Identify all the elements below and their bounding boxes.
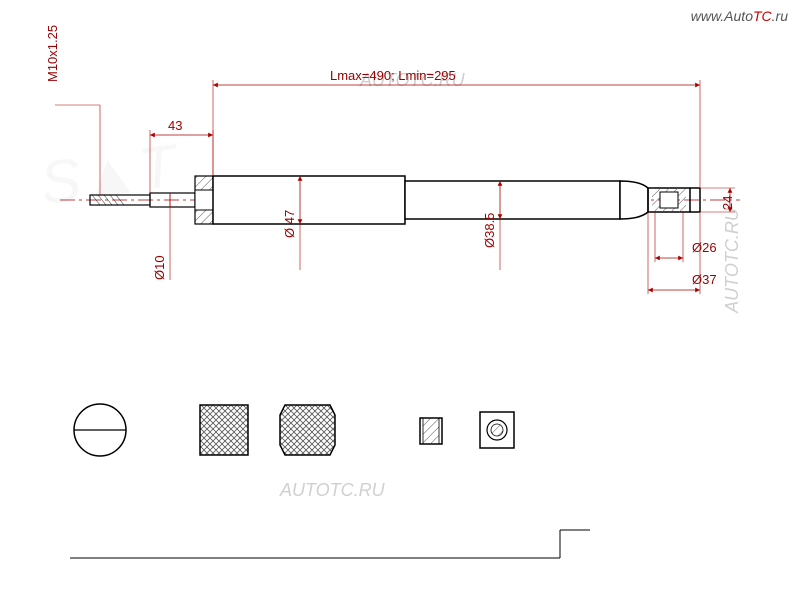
nut-large — [480, 412, 514, 448]
dim-eye-h: 24 — [720, 196, 735, 210]
dim-stem-len: 43 — [168, 118, 182, 133]
shock-body-1 — [213, 176, 405, 224]
dim-stem-dia: Ø10 — [152, 255, 167, 280]
nut-small — [420, 418, 442, 444]
dim-length: Lmax=490; Lmin=295 — [330, 68, 456, 83]
dim-thread: M10x1.25 — [45, 25, 60, 82]
dim-body1-dia: Ø 47 — [282, 210, 297, 238]
shock-collar — [195, 176, 213, 224]
dim-eye-w1: Ø26 — [692, 240, 717, 255]
diagram-svg — [0, 0, 800, 600]
dim-body2-dia: Ø38.5 — [482, 213, 497, 248]
bushing-2 — [280, 405, 335, 455]
shock-body-2 — [405, 181, 648, 219]
dim-eye-w2: Ø37 — [692, 272, 717, 287]
end-view — [74, 404, 126, 456]
bushing-1 — [200, 405, 248, 455]
